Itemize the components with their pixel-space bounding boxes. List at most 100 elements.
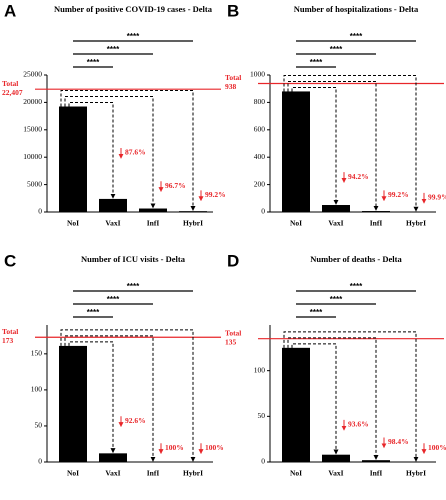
bar: [322, 454, 350, 462]
y-tick-label: 200: [254, 179, 266, 188]
reduction-label: 93.6%: [348, 420, 369, 429]
total-title: Total: [225, 73, 241, 82]
total-label: 938: [225, 82, 237, 91]
comparison-bracket: [64, 335, 156, 462]
total-label: 135: [225, 337, 237, 346]
reduction-label: 100%: [205, 443, 224, 452]
y-tick-label: 50: [258, 411, 266, 420]
bar: [139, 208, 167, 212]
significance-label: ****: [107, 45, 120, 54]
x-tick-label: InfI: [147, 469, 160, 478]
y-tick-label: 100: [254, 365, 266, 374]
total-label: 173: [2, 336, 14, 345]
x-tick-label: NoI: [290, 219, 302, 228]
bar: [282, 347, 310, 462]
x-tick-label: InfI: [147, 219, 160, 228]
y-tick-label: 600: [254, 125, 266, 134]
bar: [99, 453, 127, 462]
x-tick-label: VaxI: [105, 219, 120, 228]
x-tick-label: NoI: [290, 469, 302, 478]
x-tick-label: NoI: [67, 469, 79, 478]
reduction-label: 100%: [165, 443, 184, 452]
reduction-label: 99.9%: [428, 193, 446, 202]
total-label: 22,407: [2, 88, 23, 97]
x-tick-label: InfI: [370, 219, 383, 228]
comparison-bracket: [68, 102, 116, 199]
y-tick-label: 0: [38, 457, 42, 466]
comparison-bracket: [287, 80, 379, 211]
total-title: Total: [225, 328, 241, 337]
x-tick-label: HybrI: [183, 469, 203, 478]
chart-title: Number of hospitalizations - Delta: [294, 4, 419, 14]
bar: [322, 205, 350, 212]
y-tick-label: 400: [254, 152, 266, 161]
bar: [179, 211, 207, 212]
comparison-bracket: [287, 337, 379, 461]
significance-label: ****: [107, 295, 120, 304]
significance-label: ****: [330, 45, 343, 54]
x-tick-label: HybrI: [406, 469, 426, 478]
total-title: Total: [2, 79, 18, 88]
comparison-bracket: [283, 74, 419, 212]
panel-letter: A: [4, 1, 16, 20]
y-tick-label: 150: [31, 349, 43, 358]
reduction-label: 87.6%: [125, 148, 146, 157]
bar: [282, 91, 310, 212]
significance-label: ****: [310, 58, 323, 67]
significance-label: ****: [87, 308, 100, 317]
y-tick-label: 1000: [250, 70, 265, 79]
panel-letter: B: [227, 1, 239, 20]
significance-label: ****: [87, 58, 100, 67]
comparison-bracket: [283, 331, 419, 462]
significance-label: ****: [127, 32, 140, 41]
x-tick-label: VaxI: [328, 469, 343, 478]
y-tick-label: 10000: [23, 152, 42, 161]
x-tick-label: VaxI: [105, 469, 120, 478]
y-tick-label: 20000: [23, 97, 42, 106]
y-tick-label: 25000: [23, 70, 42, 79]
y-tick-label: 800: [254, 97, 266, 106]
significance-label: ****: [127, 282, 140, 291]
reduction-label: 100%: [428, 443, 446, 452]
bar: [362, 211, 390, 212]
x-tick-label: NoI: [67, 219, 79, 228]
y-tick-label: 50: [35, 421, 43, 430]
reduction-label: 98.4%: [388, 437, 409, 446]
y-tick-label: 0: [261, 457, 265, 466]
chart-title: Number of ICU visits - Delta: [81, 254, 186, 264]
x-tick-label: HybrI: [406, 219, 426, 228]
comparison-bracket: [291, 343, 339, 455]
comparison-bracket: [64, 96, 156, 209]
total-title: Total: [2, 327, 18, 336]
reduction-label: 96.7%: [165, 181, 186, 190]
y-tick-label: 100: [31, 385, 43, 394]
comparison-bracket: [68, 341, 116, 454]
x-tick-label: HybrI: [183, 219, 203, 228]
reduction-label: 99.2%: [205, 190, 226, 199]
panel-letter: C: [4, 251, 16, 270]
x-tick-label: VaxI: [328, 219, 343, 228]
y-tick-label: 0: [261, 207, 265, 216]
significance-label: ****: [330, 295, 343, 304]
y-tick-label: 0: [38, 207, 42, 216]
comparison-bracket: [60, 329, 196, 462]
significance-label: ****: [310, 308, 323, 317]
bar: [59, 345, 87, 462]
x-tick-label: InfI: [370, 469, 383, 478]
reduction-label: 94.2%: [348, 172, 369, 181]
bar: [59, 106, 87, 212]
significance-label: ****: [350, 282, 363, 291]
bar: [99, 198, 127, 212]
comparison-bracket: [291, 86, 339, 205]
comparison-bracket: [60, 90, 196, 211]
reduction-label: 92.6%: [125, 416, 146, 425]
significance-label: ****: [350, 32, 363, 41]
chart-title: Number of deaths - Delta: [310, 254, 402, 264]
y-tick-label: 5000: [27, 179, 42, 188]
y-tick-label: 15000: [23, 125, 42, 134]
panel-letter: D: [227, 251, 239, 270]
chart-title: Number of positive COVID-19 cases - Delt…: [54, 4, 213, 14]
bar: [362, 460, 390, 462]
